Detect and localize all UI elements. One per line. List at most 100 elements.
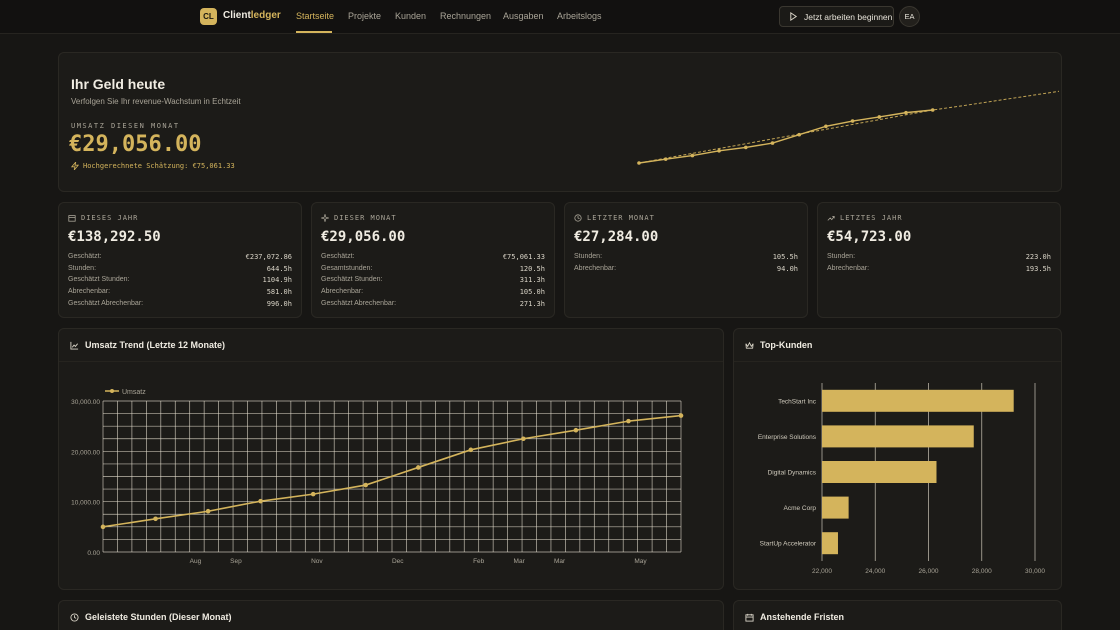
play-icon — [790, 12, 798, 21]
client-bar[interactable] — [822, 389, 1014, 412]
line-chart-icon — [70, 341, 79, 350]
x-tick-label: May — [634, 558, 647, 565]
hero-value: €29,056.00 — [69, 132, 202, 157]
trend-point[interactable] — [573, 427, 579, 433]
trend-point[interactable] — [258, 498, 263, 504]
trend-point[interactable] — [521, 436, 526, 442]
nav-item-rechnungen[interactable]: Rechnungen — [440, 11, 492, 21]
sparkline-point — [824, 124, 828, 129]
y-tick-label: 30,000.00 — [71, 399, 100, 406]
stat-row-value: 644.5h — [266, 264, 292, 273]
x-tick-label: Nov — [311, 558, 323, 565]
trend-point[interactable] — [100, 524, 106, 530]
trend-point[interactable] — [153, 516, 158, 522]
trend-point[interactable] — [415, 465, 421, 470]
nav-item-startseite[interactable]: Startseite — [296, 11, 335, 21]
stat-row-value: 223.0h — [1025, 253, 1051, 261]
client-bar[interactable] — [822, 425, 974, 448]
y-tick-label: 10,000.00 — [71, 500, 100, 507]
stat-value: €138,292.50 — [68, 229, 161, 245]
stat-rows: Stunden: 223.0h Abrechenbar: 193.5h — [827, 253, 1051, 276]
trend-series-line — [102, 414, 682, 528]
deadlines-card: Anstehende Fristen — [733, 600, 1062, 630]
trend-point[interactable] — [310, 491, 316, 497]
trend-up-icon — [827, 216, 835, 221]
x-tick-label: 24,000 — [865, 568, 885, 575]
client-label: Enterprise Solutions — [758, 434, 817, 441]
nav-item-kunden[interactable]: Kunden — [395, 11, 427, 21]
stat-row: Abrechenbar: 94.0h — [574, 265, 798, 277]
stat-row: Geschätzt: €75,061.33 — [321, 253, 545, 265]
nav-item-projekte[interactable]: Projekte — [348, 11, 382, 21]
stat-row-label: Geschätzt Stunden: — [321, 276, 383, 284]
start-work-button[interactable]: Jetzt arbeiten beginnen — [779, 6, 894, 27]
sparkline-point — [744, 145, 748, 150]
sparkline-point — [877, 115, 882, 119]
trend-point[interactable] — [363, 482, 369, 488]
sparkline-point — [637, 161, 641, 165]
y-tick-label: 20,000.00 — [71, 449, 100, 456]
x-tick-label: Aug — [190, 558, 202, 565]
client-bar[interactable] — [822, 461, 937, 483]
trend-header: Umsatz Trend (Letzte 12 Monate) — [70, 340, 225, 350]
top-clients-header: Top-Kunden — [745, 340, 812, 350]
stat-row: Geschätzt: €237,072.86 — [68, 253, 292, 265]
x-tick-label: 26,000 — [919, 568, 939, 575]
x-tick-label: Mar — [554, 558, 566, 565]
sparkline-series — [638, 109, 933, 164]
client-label: StartUp Accelerator — [760, 541, 817, 548]
nav-item-ausgaben[interactable]: Ausgaben — [503, 11, 544, 21]
stat-row-value: 311.3h — [519, 276, 545, 285]
sparkline-point — [690, 153, 695, 158]
stat-row: Geschätzt Stunden: 1104.9h — [68, 276, 292, 288]
stat-row-label: Stunden: — [574, 253, 603, 260]
trend-point[interactable] — [205, 508, 211, 514]
stat-row: Abrechenbar: 105.0h — [321, 288, 545, 300]
stat-row-value: 120.5h — [519, 264, 545, 273]
x-tick-label: Dec — [392, 558, 404, 565]
x-tick-label: 22,000 — [812, 568, 832, 575]
stat-header: LETZTER MONAT — [574, 214, 655, 222]
trend-point[interactable] — [678, 413, 684, 418]
logo-badge[interactable]: CL — [200, 8, 217, 25]
logo-text[interactable]: Clientledger — [223, 10, 281, 21]
stat-row-label: Geschätzt: — [68, 253, 102, 260]
sparkline-point — [850, 119, 855, 123]
stat-value: €29,056.00 — [321, 229, 406, 245]
sparkline-point — [717, 148, 721, 153]
avatar[interactable]: EA — [899, 6, 920, 27]
stat-row-value: 271.3h — [519, 299, 545, 308]
nav-item-arbeitslogs[interactable]: Arbeitslogs — [557, 11, 602, 21]
y-tick-label: 0.00 — [87, 550, 100, 557]
revenue-trend-card: Umsatz Trend (Letzte 12 Monate) 0.00 10,0… — [58, 328, 724, 590]
stat-value: €54,723.00 — [827, 229, 912, 245]
stat-row: Stunden: 644.5h — [68, 265, 292, 277]
stat-row-label: Abrechenbar: — [574, 264, 617, 272]
stat-card: DIESES JAHR €138,292.50 Geschätzt: €237,0… — [58, 202, 302, 318]
hero-title: Ihr Geld heute — [71, 76, 166, 92]
stat-value: €27,284.00 — [574, 229, 659, 245]
stat-row-label: Gesamtstunden: — [321, 264, 373, 272]
stat-row: Gesamtstunden: 120.5h — [321, 265, 545, 277]
stat-rows: Stunden: 105.5h Abrechenbar: 94.0h — [574, 253, 798, 276]
stat-row-label: Stunden: — [68, 264, 97, 272]
revenue-today-card: Ihr Geld heute Verfolgen Sie Ihr revenue… — [58, 52, 1062, 192]
sparkline-point — [930, 108, 935, 112]
client-bar[interactable] — [822, 532, 838, 555]
trend-point[interactable] — [626, 418, 631, 424]
x-tick-label: Mar — [514, 558, 526, 565]
stat-header: DIESES JAHR — [68, 214, 138, 222]
stat-row-value: €75,061.33 — [502, 253, 545, 261]
top-clients-title: Top-Kunden — [760, 340, 813, 350]
active-nav-indicator — [296, 31, 332, 33]
client-bar[interactable] — [822, 496, 849, 519]
stat-row: Abrechenbar: 581.0h — [68, 288, 292, 300]
crown-icon — [745, 341, 754, 349]
stat-row-value: 94.0h — [776, 264, 798, 273]
stat-rows: Geschätzt: €75,061.33 Gesamtstunden: 120.5h… — [321, 253, 545, 311]
trend-point[interactable] — [468, 447, 474, 453]
deadlines-title: Anstehende Fristen — [760, 612, 845, 622]
sparkline-point — [904, 110, 908, 115]
hours-header: Geleistete Stunden (Dieser Monat) — [70, 612, 232, 622]
divider — [734, 361, 1061, 362]
